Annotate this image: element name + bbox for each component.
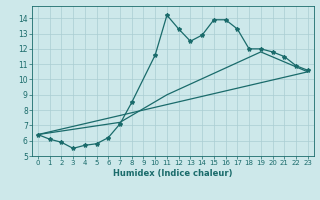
X-axis label: Humidex (Indice chaleur): Humidex (Indice chaleur) xyxy=(113,169,233,178)
